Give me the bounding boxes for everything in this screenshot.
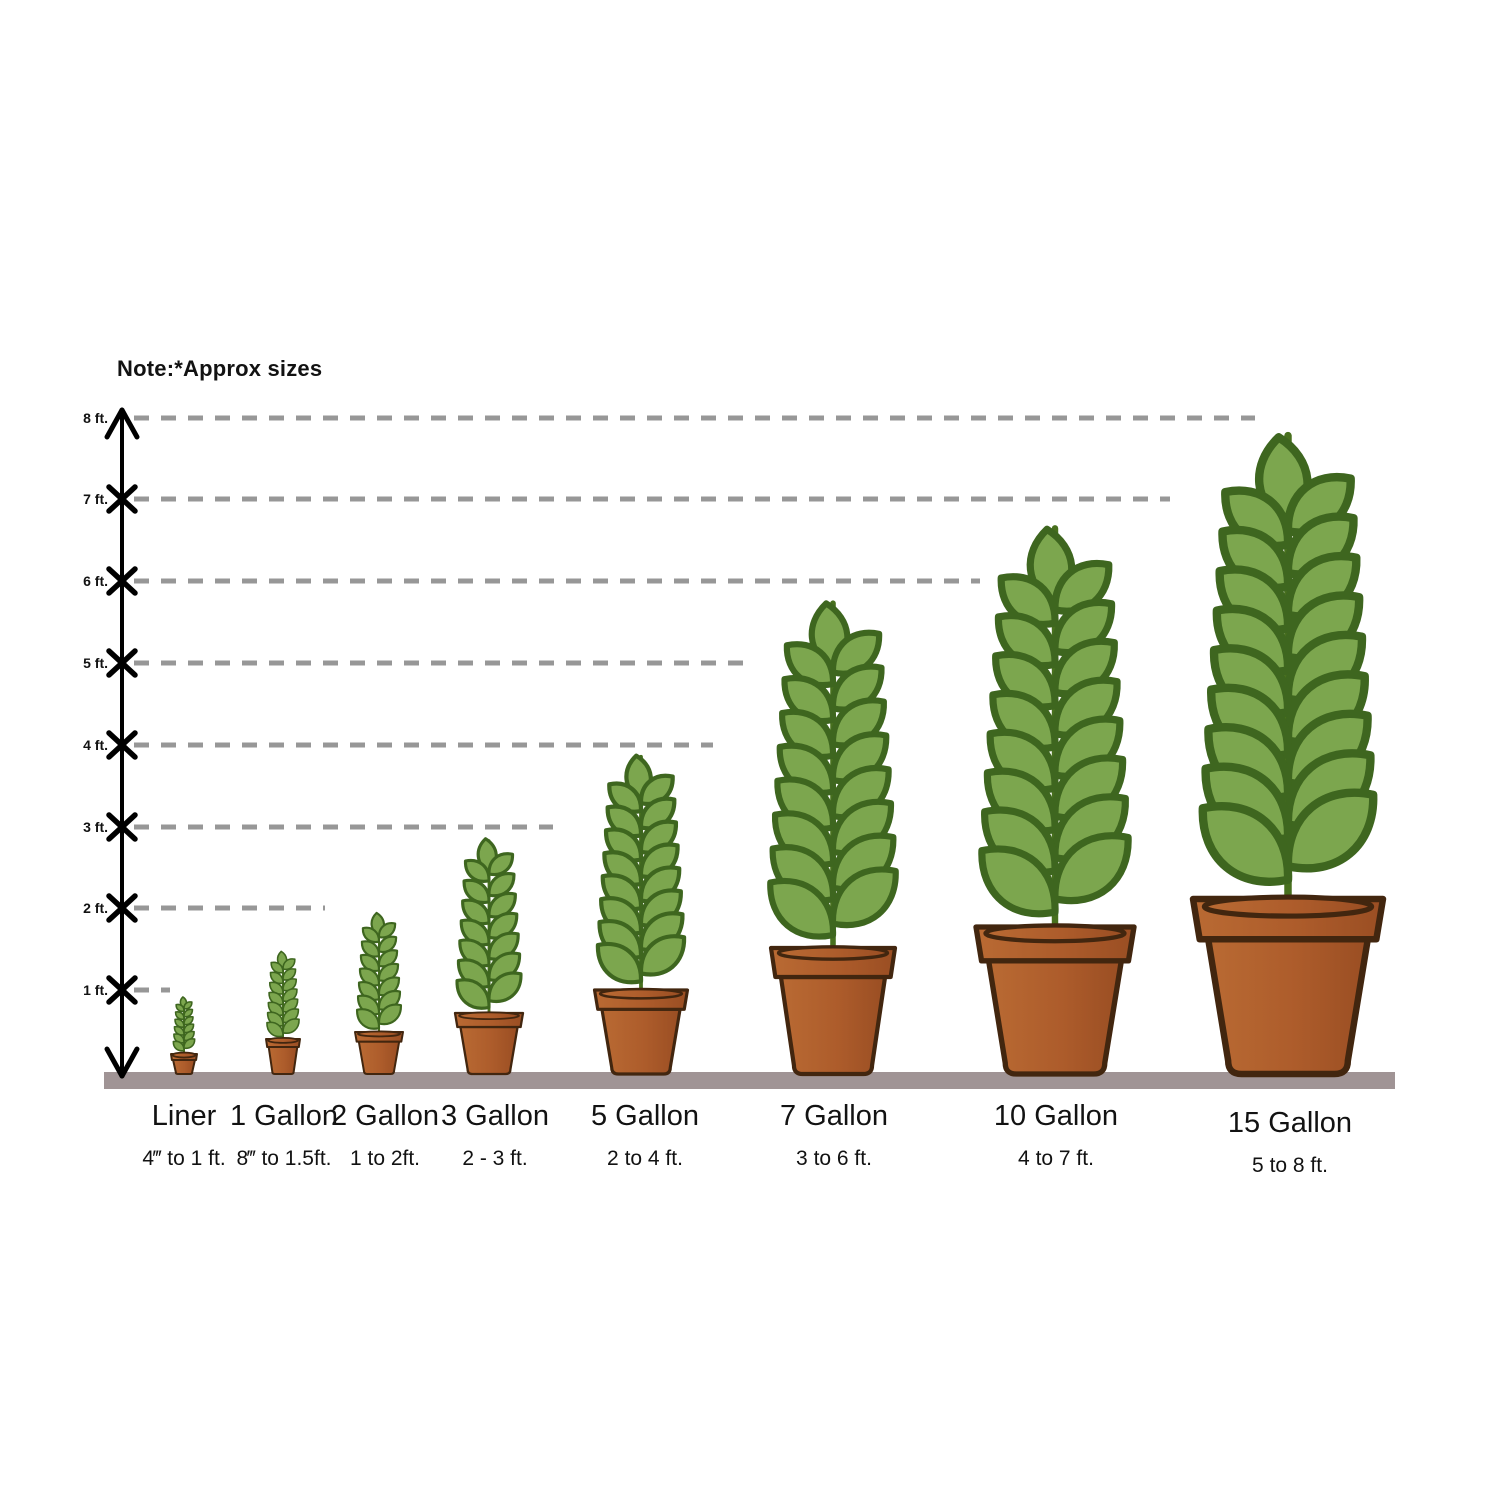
y-axis	[104, 407, 140, 1079]
axis-tick-label-8-ft: 8 ft.	[83, 410, 108, 426]
pot-opening	[598, 987, 684, 1000]
leaf	[175, 1003, 185, 1013]
axis-tick-label-6-ft: 6 ft.	[83, 573, 108, 589]
category-label-3-gallon: 3 Gallon	[440, 1100, 550, 1132]
leaf	[355, 1008, 381, 1030]
size-range-label-15-gallon: 5 to 8 ft.	[1252, 1154, 1328, 1177]
pot-opening	[267, 1036, 299, 1044]
size-range-label-7-gallon: 3 to 6 ft.	[796, 1147, 872, 1170]
pot-body	[600, 1007, 682, 1076]
pot-opening	[171, 1051, 197, 1059]
axis-cross-mark-2-ft	[106, 893, 138, 923]
foliage	[355, 911, 403, 1030]
foliage	[172, 996, 196, 1052]
pot-5-gallon	[592, 987, 690, 1076]
leaf	[595, 941, 644, 985]
axis-cross-mark-4-ft	[106, 730, 138, 760]
leaf	[172, 1040, 185, 1052]
ground-bar	[104, 1072, 1395, 1089]
axis-arrow-up-icon	[104, 407, 140, 440]
guide-lines	[134, 415, 1255, 993]
leaf	[487, 971, 523, 1003]
pot-body	[985, 958, 1125, 1077]
pot-liner	[170, 1051, 198, 1075]
foliage	[978, 525, 1132, 918]
pot-opening	[356, 1030, 402, 1038]
foliage	[595, 753, 687, 985]
pot-15-gallon	[1189, 894, 1387, 1078]
foliage	[455, 837, 523, 1010]
pot-body	[778, 974, 888, 1077]
category-label-2-gallon: 2 Gallon	[330, 1100, 440, 1132]
axis-cross-mark-6-ft	[106, 566, 138, 596]
leaf	[1051, 832, 1132, 905]
pot-2-gallon	[354, 1030, 404, 1075]
pot-opening	[983, 923, 1127, 944]
pot-1-gallon	[265, 1036, 301, 1075]
axis-cross-mark-1-ft	[106, 975, 138, 1005]
pot-opening	[458, 1011, 520, 1021]
pot-body	[459, 1025, 519, 1076]
pot-3-gallon	[453, 1011, 525, 1076]
axis-tick-label-5-ft: 5 ft.	[83, 655, 108, 671]
category-label-10-gallon: 10 Gallon	[993, 1100, 1119, 1132]
size-range-label-2-gallon: 1 to 2ft.	[349, 1147, 421, 1170]
leaf	[829, 866, 899, 929]
foliage	[767, 600, 899, 940]
leaf	[282, 1018, 300, 1034]
pot-body	[1204, 936, 1372, 1078]
chart-note: Note:*Approx sizes	[117, 356, 323, 381]
size-range-label-10-gallon: 4 to 7 ft.	[1018, 1147, 1094, 1170]
leaf	[638, 934, 687, 977]
leaf	[377, 1003, 403, 1026]
foliage	[266, 950, 300, 1038]
pot-opening	[1201, 894, 1375, 919]
axis-cross-mark-5-ft	[106, 648, 138, 678]
pot-7-gallon	[768, 945, 898, 1077]
leaf	[978, 845, 1059, 918]
axis-tick-label-4-ft: 4 ft.	[83, 737, 108, 753]
axis-arrow-down-icon	[104, 1046, 140, 1079]
pot-10-gallon	[973, 923, 1137, 1077]
leaf	[767, 877, 837, 940]
axis-tick-label-1-ft: 1 ft.	[83, 982, 108, 998]
leaf	[183, 1001, 193, 1010]
category-label-1-gallon: 1 Gallon	[229, 1100, 339, 1132]
axis-cross-mark-3-ft	[106, 812, 138, 842]
category-label-5-gallon: 5 Gallon	[590, 1100, 700, 1132]
pot-body	[357, 1040, 401, 1075]
leaf	[1283, 788, 1378, 873]
leaf	[183, 1038, 196, 1050]
category-label-15-gallon: 15 Gallon	[1227, 1107, 1353, 1139]
foliage	[1198, 433, 1378, 886]
leaf	[266, 1021, 284, 1038]
size-range-label-liner: 4‴ to 1 ft.	[142, 1147, 226, 1170]
leaf	[455, 978, 491, 1010]
axis-tick-label-3-ft: 3 ft.	[83, 819, 108, 835]
pot-body	[267, 1046, 299, 1075]
size-range-label-5-gallon: 2 to 4 ft.	[607, 1147, 683, 1170]
category-label-7-gallon: 7 Gallon	[779, 1100, 889, 1132]
size-range-label-1-gallon: 8‴ to 1.5ft.	[236, 1147, 332, 1170]
axis-cross-mark-7-ft	[106, 484, 138, 514]
pot-body	[172, 1059, 196, 1075]
pot-opening	[776, 945, 890, 961]
axis-tick-label-7-ft: 7 ft.	[83, 491, 108, 507]
axis-tick-label-2-ft: 2 ft.	[83, 900, 108, 916]
size-range-label-3-gallon: 2 - 3 ft.	[462, 1147, 528, 1170]
category-label-liner: Liner	[151, 1100, 217, 1132]
leaf	[1198, 802, 1293, 886]
